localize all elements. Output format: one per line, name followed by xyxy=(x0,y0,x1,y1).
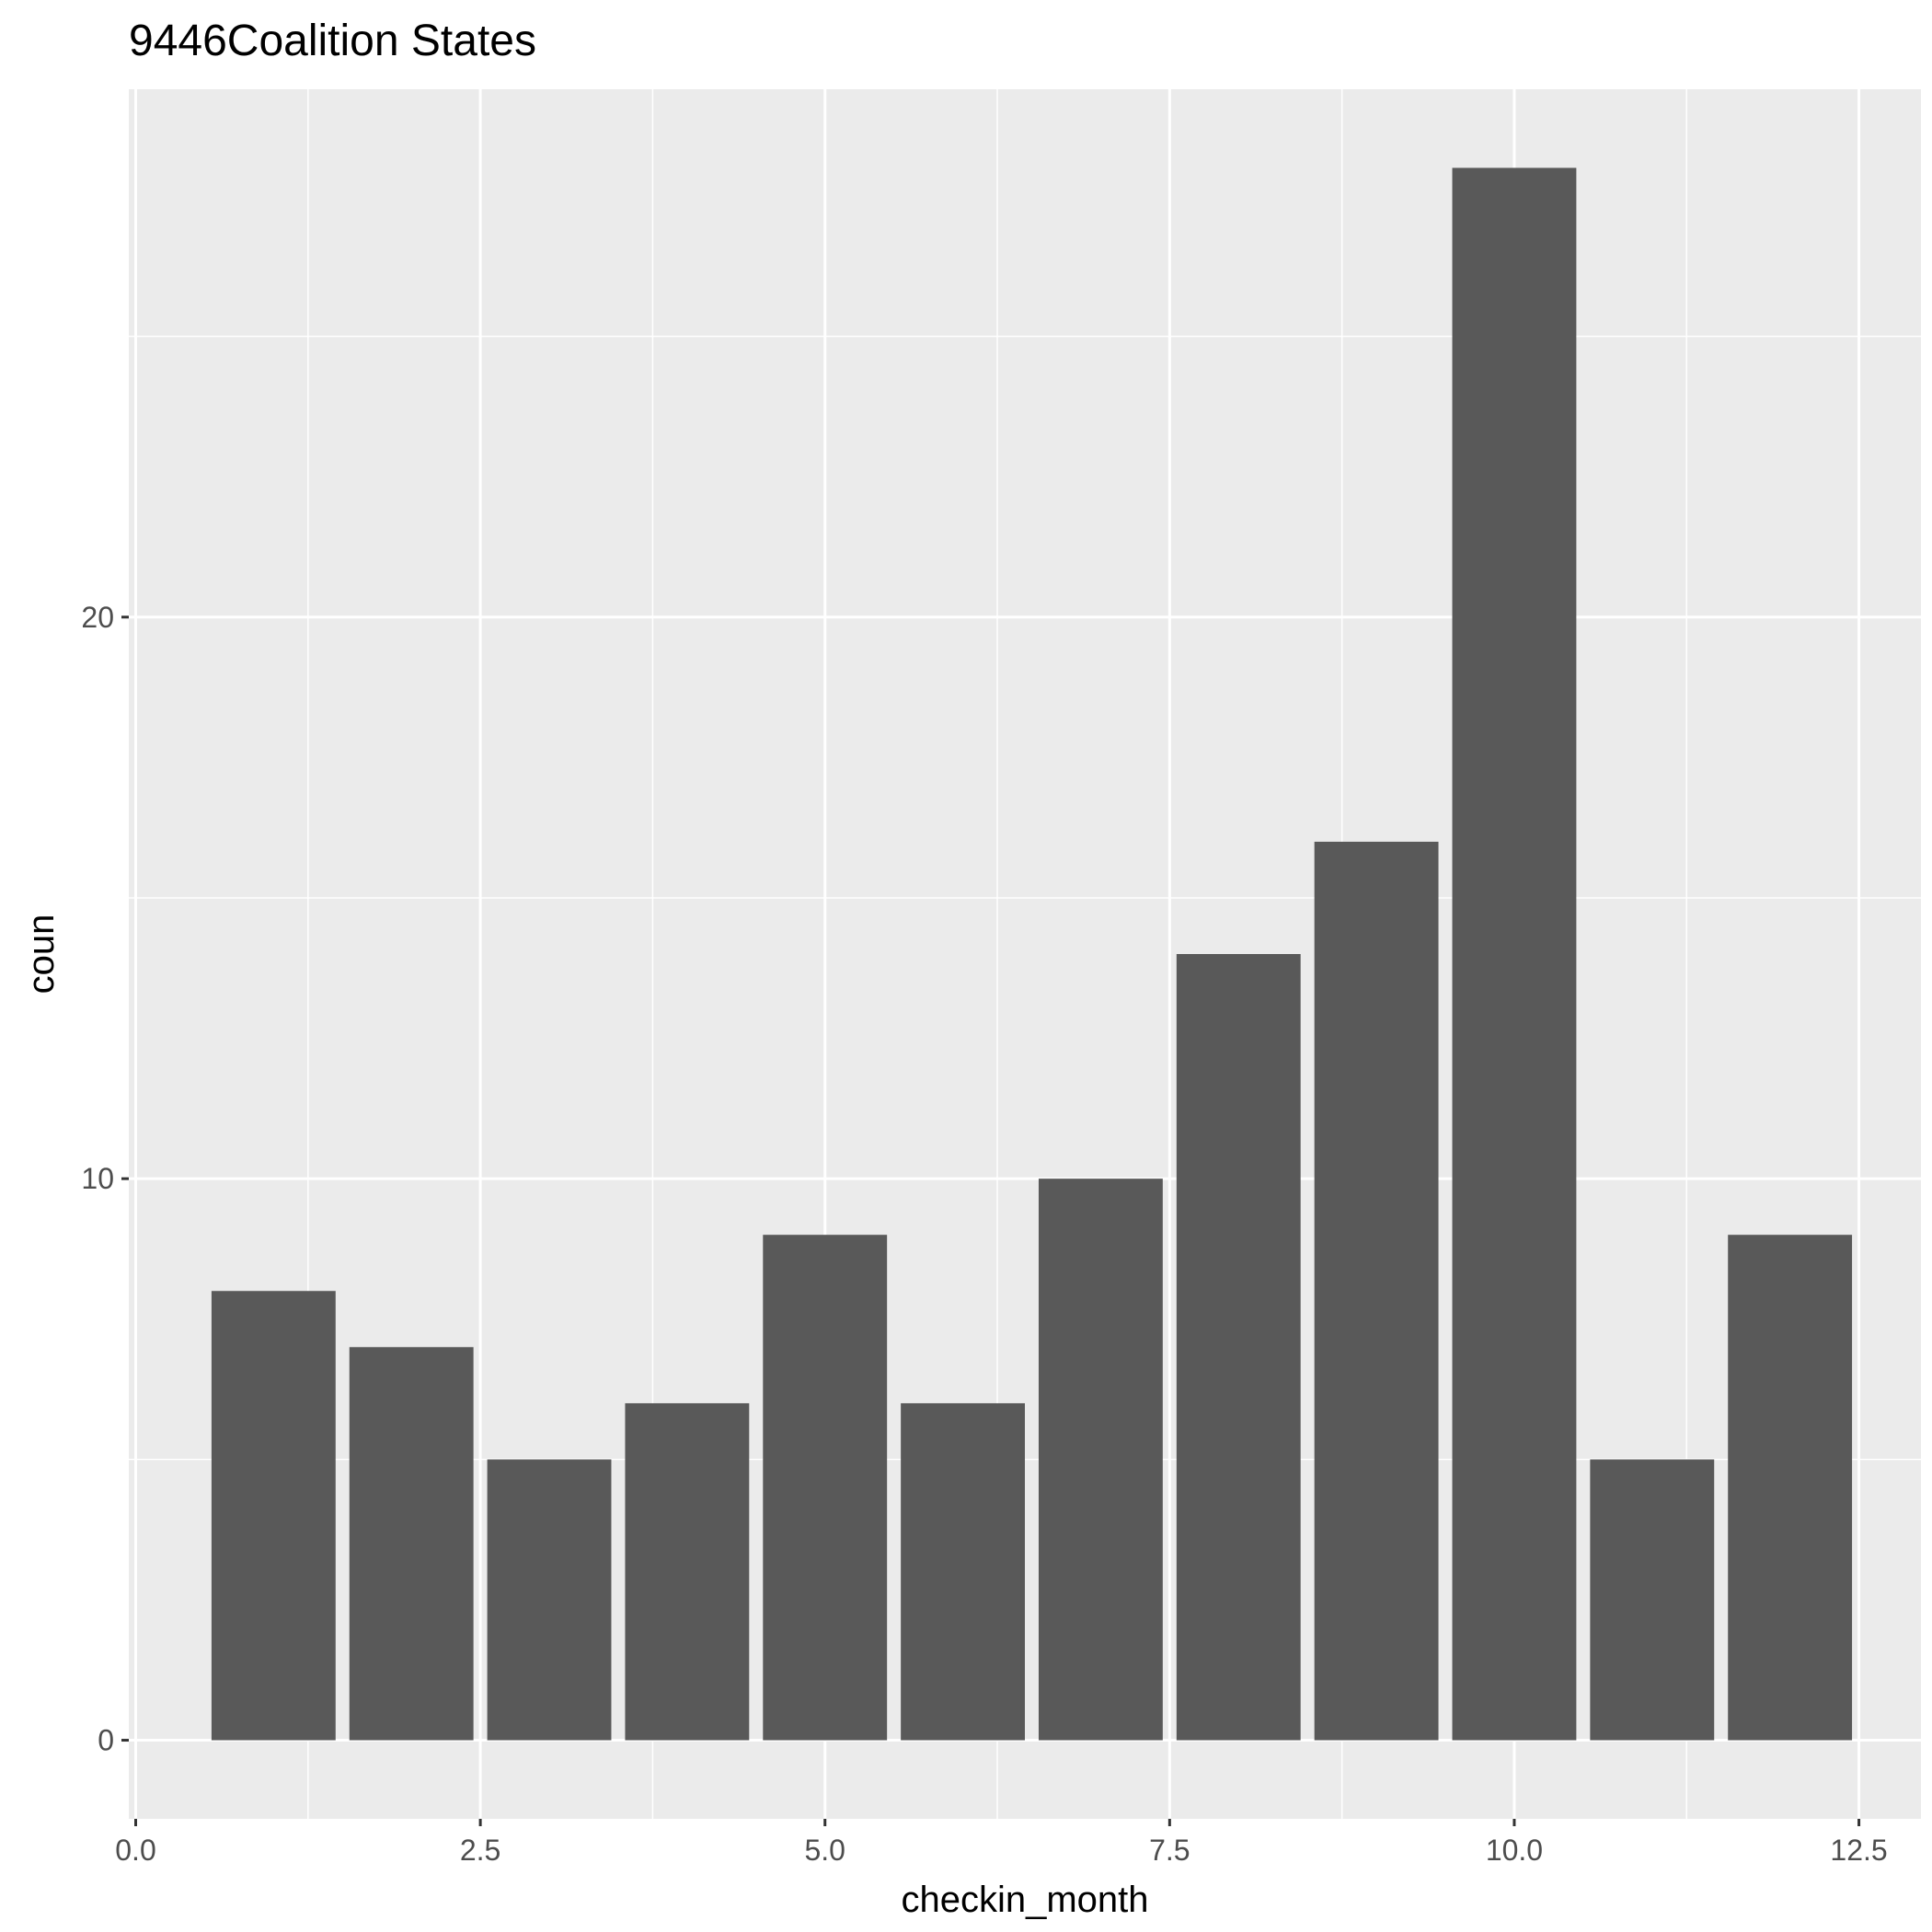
bar xyxy=(211,1291,336,1741)
x-tick-label: 10.0 xyxy=(1486,1834,1543,1867)
bar xyxy=(1590,1459,1715,1741)
bar xyxy=(1452,167,1577,1741)
x-tick-label: 12.5 xyxy=(1830,1834,1887,1867)
bar xyxy=(625,1403,750,1741)
bar xyxy=(487,1459,612,1741)
x-tick-label: 0.0 xyxy=(115,1834,155,1867)
y-axis: 0 10 20 xyxy=(81,601,129,1757)
x-tick-label: 7.5 xyxy=(1149,1834,1190,1867)
x-axis-title: checkin_month xyxy=(901,1880,1148,1920)
bar xyxy=(1176,954,1301,1741)
y-tick-label: 0 xyxy=(98,1724,114,1757)
bars xyxy=(211,167,1853,1741)
bar xyxy=(349,1347,474,1741)
x-tick-label: 2.5 xyxy=(460,1834,500,1867)
chart-title: 9446Coalition States xyxy=(129,17,536,65)
bar xyxy=(1314,841,1439,1741)
y-tick-label: 10 xyxy=(81,1162,114,1195)
x-tick-label: 5.0 xyxy=(804,1834,845,1867)
bar xyxy=(1728,1235,1853,1741)
bar xyxy=(1038,1179,1163,1741)
bar xyxy=(901,1403,1025,1741)
y-axis-title: coun xyxy=(21,914,62,995)
x-axis: 0.0 2.5 5.0 7.5 10.0 12.5 xyxy=(115,1819,1888,1867)
y-tick-label: 20 xyxy=(81,601,114,634)
bar xyxy=(763,1235,888,1741)
